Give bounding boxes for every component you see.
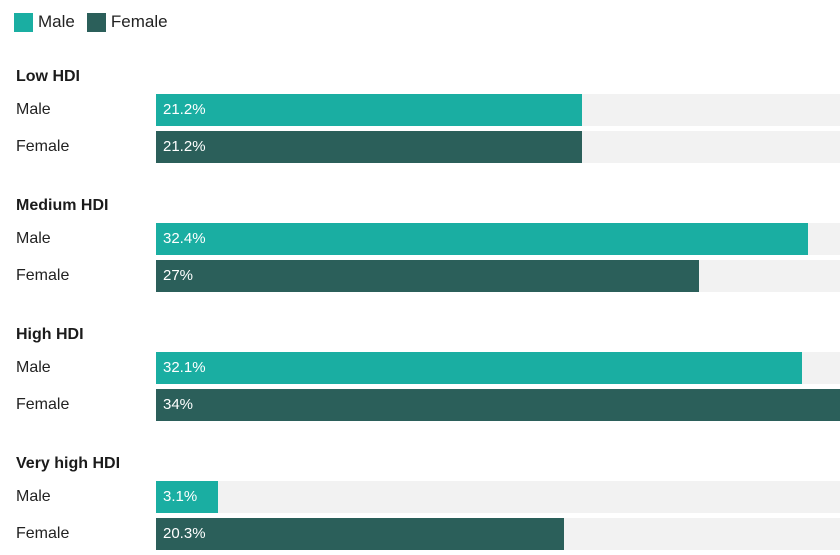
bar-value-label: 20.3% (163, 525, 206, 542)
bar-male (156, 352, 802, 384)
row-label: Male (16, 101, 51, 118)
chart-legend: Male Female (14, 12, 168, 32)
legend-swatch-male (14, 12, 33, 32)
bar-value-label: 32.1% (163, 359, 206, 376)
bar-value-label: 3.1% (163, 488, 198, 505)
bar-male (156, 94, 582, 126)
bar-female (156, 389, 840, 421)
row-label: Female (16, 396, 70, 413)
bar-female (156, 260, 699, 292)
legend-swatch-female (86, 12, 106, 32)
bar-male (156, 223, 808, 255)
bar-value-label: 21.2% (163, 138, 206, 155)
group-title: High HDI (16, 326, 84, 343)
bar-value-label: 34% (163, 396, 194, 413)
row-label: Female (16, 525, 70, 542)
bar-value-label: 27% (163, 267, 194, 284)
legend-label-female: Female (110, 12, 168, 31)
row-label: Male (16, 488, 51, 505)
bar-track (156, 481, 840, 513)
row-label: Male (16, 230, 51, 247)
bar-value-label: 32.4% (163, 230, 206, 247)
bar-female (156, 131, 582, 163)
legend-item-female: Female (86, 12, 168, 32)
bar-male (156, 481, 218, 513)
group-title: Low HDI (16, 68, 80, 85)
bar-value-label: 21.2% (163, 101, 206, 118)
legend-label-male: Male (38, 12, 75, 31)
row-label: Male (16, 359, 51, 376)
row-label: Female (16, 138, 70, 155)
row-label: Female (16, 267, 70, 284)
legend-item-male: Male (14, 12, 75, 32)
group-title: Very high HDI (16, 455, 121, 472)
group-title: Medium HDI (16, 197, 109, 214)
bar-female (156, 518, 564, 550)
